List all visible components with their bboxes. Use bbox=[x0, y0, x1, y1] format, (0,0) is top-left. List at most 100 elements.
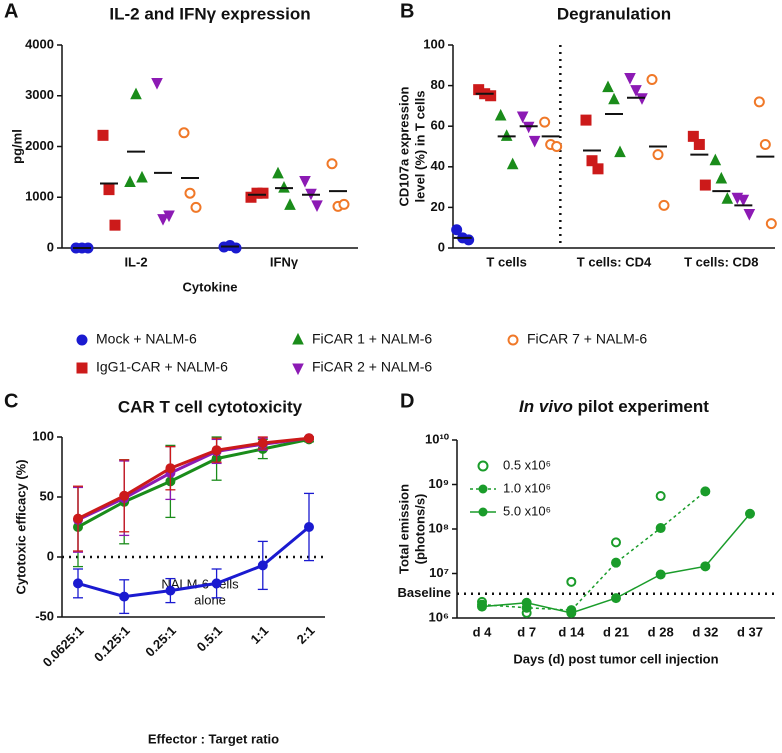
y-tick-label: -50 bbox=[35, 608, 54, 623]
x-tick-label: d 28 bbox=[648, 624, 674, 639]
marker bbox=[299, 176, 311, 188]
legend-label: FiCAR 1 + NALM-6 bbox=[312, 331, 432, 347]
series-line bbox=[481, 490, 706, 611]
marker bbox=[709, 153, 722, 166]
marker bbox=[257, 438, 268, 448]
legend-label: Mock + NALM-6 bbox=[96, 331, 197, 347]
legend-label: FiCAR 2 + NALM-6 bbox=[312, 359, 432, 375]
marker bbox=[658, 199, 670, 211]
marker bbox=[230, 242, 242, 254]
series-line bbox=[77, 437, 310, 529]
series-line bbox=[77, 525, 310, 599]
marker bbox=[715, 171, 728, 184]
panel-label: B bbox=[400, 0, 414, 22]
marker bbox=[165, 463, 176, 474]
marker bbox=[157, 214, 169, 226]
marker bbox=[655, 523, 666, 534]
x-tick-label: d 37 bbox=[737, 624, 763, 639]
x-tick-label: d 21 bbox=[603, 624, 629, 639]
marker bbox=[614, 145, 626, 158]
marker bbox=[119, 591, 130, 602]
legend-label: FiCAR 7 + NALM-6 bbox=[527, 331, 647, 347]
x-tick-label: 0.0625:1 bbox=[40, 623, 87, 670]
x-tick-label: 0.25:1 bbox=[142, 623, 179, 660]
marker bbox=[551, 141, 563, 152]
y-tick-label: 20 bbox=[431, 199, 445, 214]
marker bbox=[130, 87, 142, 100]
y-tick-label: 3000 bbox=[25, 87, 54, 102]
marker bbox=[451, 224, 463, 236]
marker bbox=[700, 486, 711, 497]
legend-marker bbox=[292, 363, 304, 376]
y-tick-label: 10⁶ bbox=[429, 609, 449, 624]
y-axis-label: Cytotoxic efficacy (%) bbox=[13, 459, 28, 594]
legend-label: 0.5 x10⁶ bbox=[503, 457, 551, 472]
y-tick-label: 40 bbox=[431, 158, 445, 173]
marker bbox=[580, 114, 592, 126]
marker bbox=[630, 85, 642, 97]
chart-title: IL-2 and IFNγ expression bbox=[109, 4, 310, 23]
marker bbox=[190, 201, 202, 213]
x-tick-label: IFNγ bbox=[270, 254, 299, 269]
y-axis-label: (photons/s) bbox=[412, 494, 427, 565]
marker bbox=[73, 513, 83, 524]
marker bbox=[211, 445, 222, 456]
chart-title: Degranulation bbox=[557, 4, 671, 23]
y-tick-label: 10⁸ bbox=[428, 520, 449, 535]
marker bbox=[516, 111, 529, 124]
marker bbox=[753, 96, 765, 108]
marker bbox=[521, 597, 532, 608]
marker bbox=[124, 175, 136, 188]
legend-marker bbox=[478, 484, 488, 494]
marker bbox=[592, 163, 604, 175]
x-tick-label: T cells: CD4 bbox=[577, 254, 652, 269]
marker bbox=[136, 170, 148, 183]
marker bbox=[759, 138, 771, 150]
y-tick-label: 100 bbox=[32, 428, 54, 443]
legend-marker bbox=[507, 334, 519, 346]
x-tick-label: d 14 bbox=[558, 624, 585, 639]
legend-marker bbox=[478, 507, 488, 517]
legend-marker bbox=[76, 362, 88, 374]
marker bbox=[566, 607, 577, 618]
marker bbox=[721, 192, 734, 204]
x-tick-label: T cells: CD8 bbox=[684, 254, 758, 269]
title-italic: In vivo bbox=[519, 397, 573, 416]
x-axis-label: Effector : Target ratio bbox=[148, 731, 279, 746]
marker bbox=[73, 578, 83, 589]
marker bbox=[700, 561, 711, 572]
marker bbox=[687, 130, 699, 142]
marker bbox=[165, 585, 176, 596]
marker bbox=[184, 187, 196, 199]
marker bbox=[284, 198, 296, 210]
marker bbox=[304, 433, 314, 444]
y-tick-label: 0 bbox=[47, 239, 54, 254]
y-tick-label: 0 bbox=[47, 548, 54, 563]
x-tick-label: d 7 bbox=[517, 624, 536, 639]
marker bbox=[257, 187, 269, 199]
marker bbox=[119, 490, 130, 501]
x-axis-label: Days (d) post tumor cell injection bbox=[513, 651, 718, 666]
marker bbox=[765, 218, 777, 230]
legend-marker bbox=[76, 334, 88, 346]
y-axis-label: Total emission bbox=[396, 484, 411, 574]
legend-label: 1.0 x10⁶ bbox=[503, 480, 551, 495]
marker bbox=[528, 135, 541, 148]
marker bbox=[477, 601, 487, 612]
marker bbox=[272, 166, 284, 179]
annotation: alone bbox=[194, 592, 226, 607]
y-tick-label: 1000 bbox=[25, 189, 54, 204]
marker bbox=[463, 234, 475, 246]
chart-title: CAR T cell cytotoxicity bbox=[118, 397, 303, 416]
marker bbox=[163, 210, 175, 223]
marker bbox=[311, 200, 323, 212]
marker bbox=[608, 92, 620, 105]
y-tick-label: 4000 bbox=[25, 36, 54, 51]
marker bbox=[566, 576, 577, 587]
marker bbox=[611, 593, 621, 604]
marker bbox=[586, 155, 598, 167]
marker bbox=[326, 158, 338, 170]
legend-marker bbox=[292, 332, 304, 345]
marker bbox=[109, 219, 121, 231]
